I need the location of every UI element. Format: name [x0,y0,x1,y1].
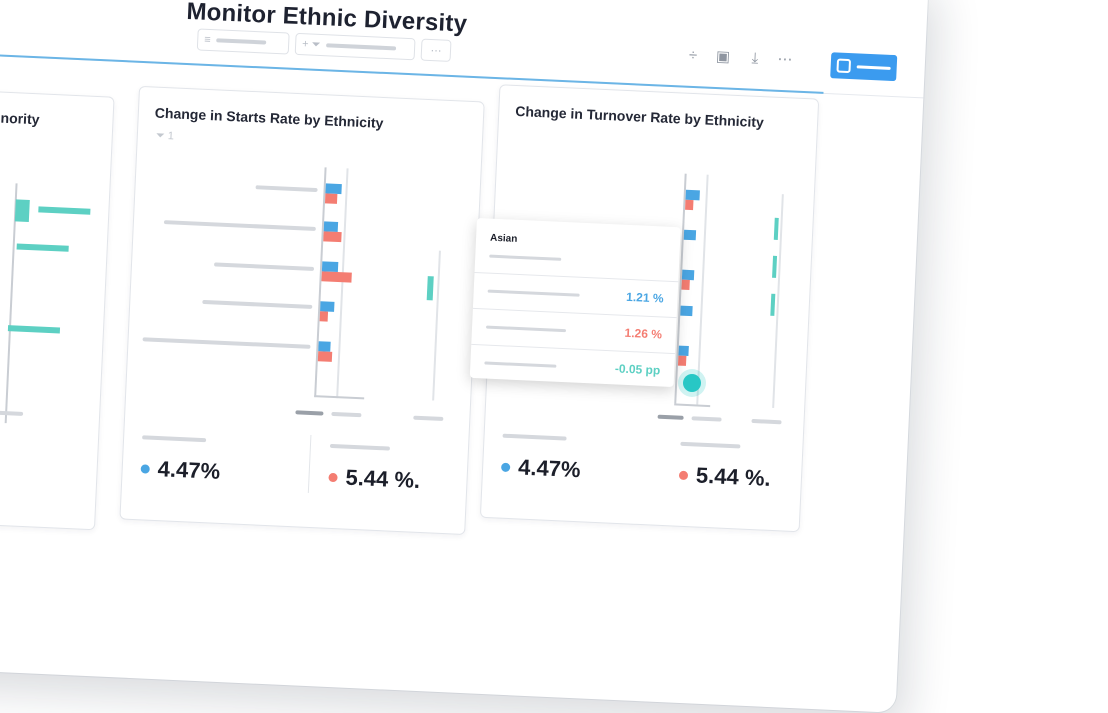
category-label-placeholder [163,220,316,231]
axis-label-placeholder [413,415,444,421]
bar[interactable] [426,276,434,301]
list-icon: ≡ [203,33,211,47]
legend-dot-red [328,472,338,482]
bar[interactable] [320,301,335,312]
more-filters-button[interactable]: ⋯ [420,38,452,62]
metric-label-placeholder [680,441,741,449]
bar[interactable] [681,279,690,291]
bar[interactable] [325,183,342,195]
bar[interactable] [14,199,30,222]
metric-label-placeholder [502,433,567,441]
card-title: Change in Turnover Rate by Ethnicity [514,102,765,131]
legend-dot-blue [140,463,150,474]
bar[interactable] [38,206,91,215]
bar[interactable] [681,269,695,281]
screenshot-icon [836,58,852,74]
bar[interactable] [16,243,69,252]
legend-dot-blue [500,462,511,472]
bar[interactable] [773,217,779,240]
download-icon[interactable]: ⤓ [751,49,759,67]
tooltip-title: Asian [489,232,518,245]
legend-placeholder [295,410,324,416]
legend-placeholder [657,414,684,420]
legend-placeholder [691,416,722,422]
metric-red: 5.44 %. [678,462,771,492]
screenshot-button[interactable] [830,52,898,82]
app-window: Monitor Ethnic Diversity ≡ + ⏷ ⋯ ÷ ▣ ⤓ ⋯… [0,0,924,536]
metric-blue: 4.47% [500,454,582,484]
metric-value: 4.47% [517,454,582,483]
card-title: for Minority [0,108,40,128]
axis-label-placeholder [0,409,24,416]
chip-label-placeholder [326,43,397,51]
filter-indicator[interactable]: ⏷ 1 [156,130,175,144]
tooltip-label-placeholder [485,325,567,333]
chip-label-placeholder [216,38,267,45]
bar[interactable] [680,305,693,317]
chart-baseline [314,395,365,400]
bar[interactable] [678,345,689,357]
tooltip-label-placeholder [484,361,557,368]
more-icon: ⋯ [430,44,442,58]
bar[interactable] [323,231,342,243]
tooltip-label-placeholder [487,289,580,297]
card-minority: for Minority 5 % [0,88,115,531]
card-starts-rate: Change in Starts Rate by Ethnicity ⏷ 1 [119,85,485,536]
legend-dot-red [678,470,689,480]
tooltip-value: 1.21 % [625,289,664,306]
category-label-placeholder [202,299,313,309]
bar[interactable] [319,311,329,322]
metric-blue: 4.47% [140,455,221,485]
bar[interactable] [677,355,687,366]
bar[interactable] [772,255,778,278]
metric-label-placeholder [329,443,390,451]
tooltip-value: -0.05 pp [614,361,661,378]
metric-red: 5.44 %. [328,464,421,494]
chart-baseline [674,403,711,408]
bar[interactable] [321,271,352,283]
bar[interactable] [317,351,333,362]
bar[interactable] [770,293,776,316]
hover-marker[interactable] [683,374,701,392]
metric-value: 5.44 %. [695,462,772,491]
bar[interactable] [318,341,331,352]
add-filter-icon: + ⏷ [301,37,321,51]
chart-axis [696,174,709,405]
tooltip-value: 1.26 % [624,325,663,342]
bar[interactable] [685,189,700,201]
category-label-placeholder [142,337,311,349]
category-label-placeholder [213,262,315,271]
filter-chip-view[interactable]: ≡ [196,28,290,55]
card-title: Change in Starts Rate by Ethnicity [154,104,384,131]
chart-axis [432,250,441,401]
present-icon[interactable]: ▣ [715,47,731,66]
bar[interactable] [683,229,697,241]
chart-tooltip: Asian 1.21 % 1.26 % -0.05 pp [469,218,681,391]
metric-value: 4.47% [157,456,221,484]
tooltip-label-placeholder [489,254,562,261]
metric-value: 5.44 %. [345,464,421,493]
bar[interactable] [685,199,694,211]
filter-chip-add[interactable]: + ⏷ [294,32,416,61]
button-label-placeholder [856,64,891,70]
collapse-icon[interactable]: ÷ [688,46,698,64]
bar[interactable] [321,261,339,273]
bar[interactable] [324,193,338,204]
filter-icon: ⏷ [155,129,165,143]
axis-label-placeholder [751,418,782,425]
bar[interactable] [323,221,339,232]
chart-axis [336,168,349,399]
more-icon[interactable]: ⋯ [777,50,793,69]
metric-divider [307,434,312,493]
legend-placeholder [331,411,362,418]
bar[interactable] [7,325,61,334]
metric-label-placeholder [142,435,207,443]
category-label-placeholder [255,185,318,193]
filter-count: 1 [167,130,175,143]
